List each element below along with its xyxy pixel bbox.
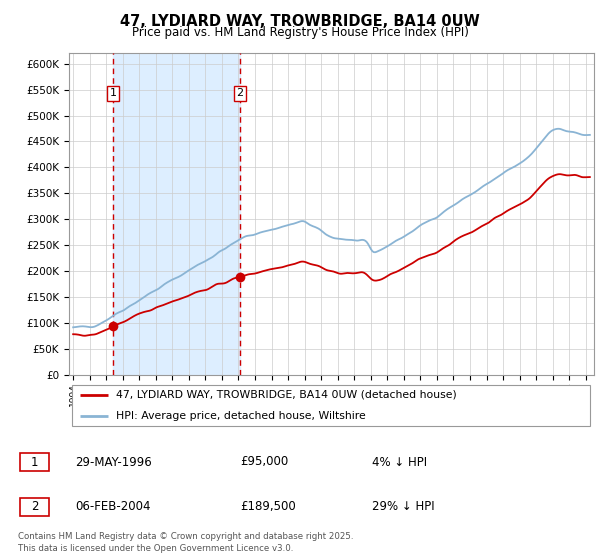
- Text: 29% ↓ HPI: 29% ↓ HPI: [372, 500, 434, 514]
- Text: Contains HM Land Registry data © Crown copyright and database right 2025.
This d: Contains HM Land Registry data © Crown c…: [18, 532, 353, 553]
- Text: 4% ↓ HPI: 4% ↓ HPI: [372, 455, 427, 469]
- Text: 47, LYDIARD WAY, TROWBRIDGE, BA14 0UW (detached house): 47, LYDIARD WAY, TROWBRIDGE, BA14 0UW (d…: [116, 390, 457, 400]
- Text: 2: 2: [31, 500, 38, 514]
- FancyBboxPatch shape: [20, 498, 49, 516]
- Text: £189,500: £189,500: [240, 500, 296, 514]
- Text: 1: 1: [109, 88, 116, 99]
- Text: Price paid vs. HM Land Registry's House Price Index (HPI): Price paid vs. HM Land Registry's House …: [131, 26, 469, 39]
- Text: 2: 2: [236, 88, 244, 99]
- Text: 1: 1: [31, 455, 38, 469]
- Text: HPI: Average price, detached house, Wiltshire: HPI: Average price, detached house, Wilt…: [116, 411, 366, 421]
- Text: 29-MAY-1996: 29-MAY-1996: [75, 455, 152, 469]
- Text: 06-FEB-2004: 06-FEB-2004: [75, 500, 151, 514]
- FancyBboxPatch shape: [71, 385, 590, 426]
- FancyBboxPatch shape: [20, 453, 49, 471]
- Bar: [113, 53, 240, 375]
- Text: 47, LYDIARD WAY, TROWBRIDGE, BA14 0UW: 47, LYDIARD WAY, TROWBRIDGE, BA14 0UW: [120, 14, 480, 29]
- Text: £95,000: £95,000: [240, 455, 288, 469]
